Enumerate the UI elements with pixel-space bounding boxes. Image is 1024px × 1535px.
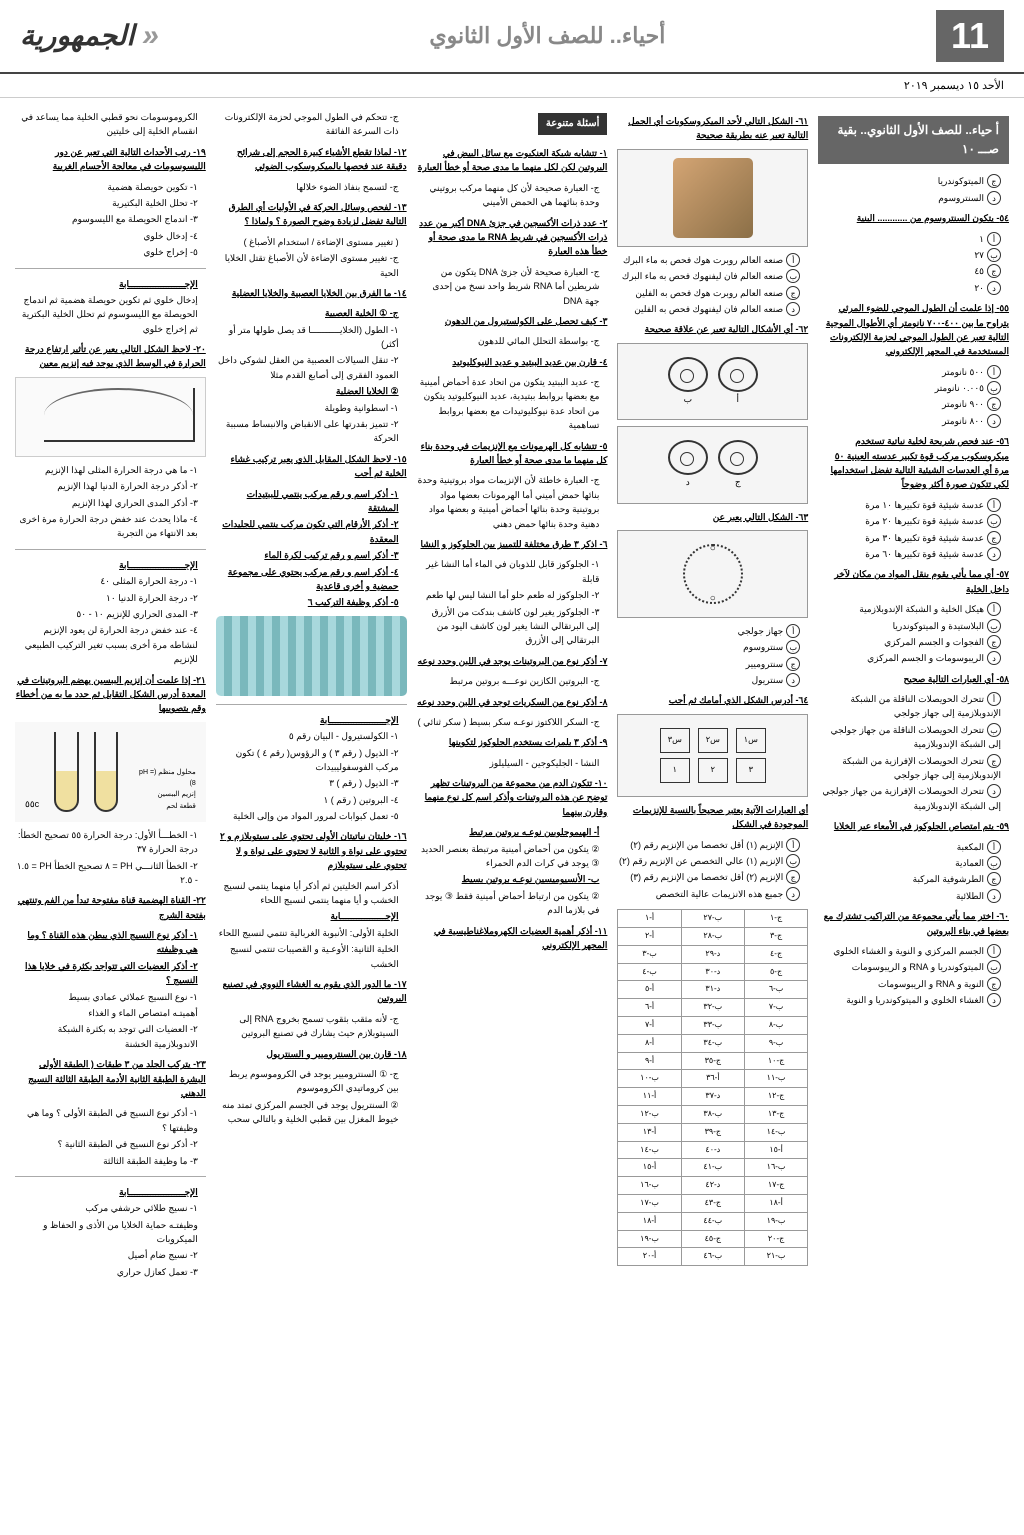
q-c4-18: ١٨- قارن بين السنتروميير و السنتريول [216, 1047, 407, 1061]
cell-diagram-2: ج د [617, 426, 808, 503]
continuation-title: أ حياء.. للصف الأول الثانوي.. بقية صـــ … [818, 116, 1009, 164]
q60: ٦٠- اختر مما يأتي مجموعة من التراكيب تشت… [818, 909, 1009, 938]
enzyme-graph [15, 377, 206, 457]
q-c4-12: ١٢- لماذا تقطع الأشياء كبيرة الحجم إلى ش… [216, 145, 407, 174]
q-c4-17: ١٧- ما الدور الذي يقوم به الغشاء النووي … [216, 977, 407, 1006]
q62: ٦٢- أي الأشكال التالية تعبر عن علاقة صحي… [617, 322, 808, 336]
q59: ٥٩- يتم امتصاص الجلوكوز في الأمعاء عبر ا… [818, 819, 1009, 833]
q-c4-13: ١٣- لفحص وسائل الحركة في الأوليات أي الط… [216, 200, 407, 229]
q54: ٥٤- يتكون السنتروسوم من ............ الب… [818, 211, 1009, 225]
column-4: ج- تتحكم في الطول الموجي لحزمة الإلكترون… [216, 108, 407, 1281]
q-c5-19: ١٩- رتب الأحداث التالية التي تعبر عن دور… [15, 145, 206, 174]
q-c3-3: ٣- كيف تحصل على الكولستيرول من الدهون [417, 314, 608, 328]
logo-arrow-icon: « [142, 19, 159, 52]
answer-table: ج-١ب-٢٧أ-١ج-٣ب-٢٨أ-٢ج-٤د-٢٩ب-٣ج-٥د-٣٠ب-٤… [617, 909, 808, 1266]
q63: ٦٣- الشكل التالي يعبر عن [617, 510, 808, 524]
enzyme-q: أي العبارات الآتية يعتبر صحيحاً بالنسبة … [617, 803, 808, 832]
column-1: أ حياء.. للصف الأول الثانوي.. بقية صـــ … [818, 108, 1009, 1281]
page-number: 11 [936, 10, 1004, 62]
q-c4-14: ١٤- ما الفرق بين الخلايا العصبية والخلاي… [216, 286, 407, 300]
microscope-diagram [617, 149, 808, 247]
misc-questions-title: أسئلة متنوعة [538, 113, 608, 135]
q-c4-15: ١٥- لاحظ الشكل المقابل الذي يعبر تركيب غ… [216, 452, 407, 481]
q-c4-16: ١٦- خليتان نباتيتان الأولى تحتوي على سيت… [216, 829, 407, 872]
q56: ٥٦- عند فحص شريحة لخلية نباتية تستخدم مي… [818, 434, 1009, 492]
q-c3-1: ١- تتشابه شبكة العنكبوت مع سائل البيض في… [417, 146, 608, 175]
date-line: الأحد ١٥ ديسمبر ٢٠١٩ [0, 74, 1024, 98]
membrane-diagram [216, 616, 407, 696]
q-c3-2: ٢- عدد ذرات الأكسجين في جزئ DNA أكبر من … [417, 216, 608, 259]
q-c5-22: ٢٢- القناة الهضمية قناة مفتوحة تبدأ من ا… [15, 893, 206, 922]
column-2: ٦١- الشكل التالي لأحد الميكروسكوبات أي ا… [617, 108, 808, 1281]
q61: ٦١- الشكل التالي لأحد الميكروسكوبات أي ا… [617, 114, 808, 143]
q-c5-20: ٢٠- لاحظ الشكل التالي يعبر عن تأثير ارتف… [15, 342, 206, 371]
q-c3-9: ٩- أذكر ٣ بلمرات يستخدم الجلوكوز لتكوينه… [417, 735, 608, 749]
cell-diagram: أ ب [617, 343, 808, 420]
q-c3-5: ٥- تتشابه كل الهرمونات مع الإنزيمات في و… [417, 439, 608, 468]
q-c3-6: ٦- اذكر ٣ طرق مختلفة للتمييز بين الجلوكو… [417, 537, 608, 551]
logo: « الجمهورية [20, 19, 159, 53]
q-c5-23: ٢٣- يتركب الجلد من ٣ طبقات ( الطبقة الأو… [15, 1057, 206, 1100]
tube-diagram: محلول منظم (pH = 8) إنزيم الببسين قطعة ل… [15, 722, 206, 822]
q55: ٥٥- إذا علمت أن الطول الموجي للضوء المرئ… [818, 301, 1009, 359]
q-c3-4: ٤- قارن بين عديد الببتيد و عديد النيوكلي… [417, 355, 608, 369]
enzyme-shapes: س١س٢س٣ ٣٢١ [617, 714, 808, 797]
q-c3-10: ١٠- تتكون الدم من مجموعة من البروتينات ت… [417, 776, 608, 819]
q64: ٦٤- أدرس الشكل الذي أمامك ثم أجب [617, 693, 808, 707]
q-c3-7: ٧- أذكر نوع من البروتينات يوجد في اللبن … [417, 654, 608, 668]
q-c3-11: ١١- أذكر أهمية العضيات الكهروملاغناطيسية… [417, 924, 608, 953]
q58: ٥٨- أي العبارات التالية صحيح [818, 672, 1009, 686]
q-c5-21: ٢١- إذا علمت أن إنزيم الببسين يهضم البرو… [15, 673, 206, 716]
q-c3-8: ٨- أذكر نوع من السكريات توجد في اللبن وح… [417, 695, 608, 709]
molecule-diagram [617, 530, 808, 618]
subject-title: أحياء.. للصف الأول الثانوي [429, 23, 665, 49]
column-3: أسئلة متنوعة ١- تتشابه شبكة العنكبوت مع … [417, 108, 608, 1281]
column-5: الكروموسومات نحو قطبي الخلية مما يساعد ف… [15, 108, 206, 1281]
q57: ٥٧- أي مما يأتي يقوم بنقل المواد من مكان… [818, 567, 1009, 596]
